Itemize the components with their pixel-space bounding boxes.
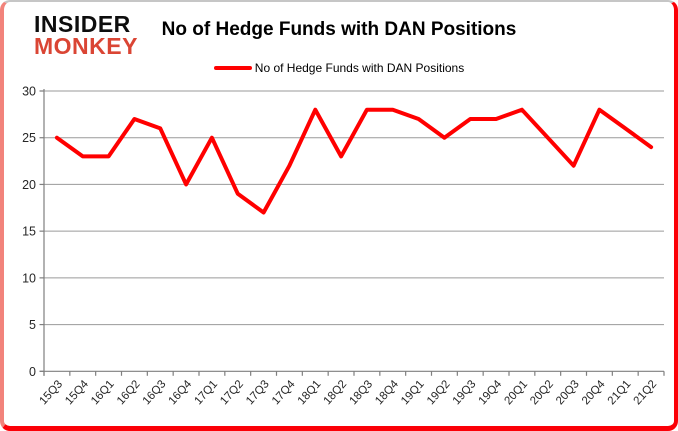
x-tick-label-15Q3: 15Q3	[37, 378, 65, 407]
chart-title: No of Hedge Funds with DAN Positions	[161, 19, 517, 40]
x-tick-label-17Q3: 17Q3	[244, 378, 272, 407]
y-tick-label-15: 15	[22, 225, 36, 239]
logo-text-insider: INSIDER	[34, 11, 131, 37]
x-tick-label-18Q1: 18Q1	[296, 378, 324, 407]
y-tick-label-25: 25	[22, 131, 36, 145]
line-chart-canvas: 0 5 10 15 20 25 30 15Q315Q416Q116Q216Q316Q417Q1…	[22, 85, 665, 407]
legend-line-swatch	[213, 66, 252, 70]
x-tick-label-17Q4: 17Q4	[270, 378, 298, 407]
x-tick-label-20Q4: 20Q4	[580, 378, 608, 407]
x-tick-label-19Q1: 19Q1	[399, 378, 427, 407]
x-tick-label-20Q3: 20Q3	[554, 378, 582, 407]
y-tick-label-20: 20	[22, 178, 36, 192]
x-tick-label-16Q2: 16Q2	[115, 378, 143, 407]
x-tick-label-19Q2: 19Q2	[425, 378, 453, 407]
x-tick-label-19Q3: 19Q3	[451, 378, 479, 407]
x-tick-label-17Q1: 17Q1	[192, 378, 220, 407]
x-tick-label-18Q4: 18Q4	[373, 378, 401, 407]
x-tick-label-15Q4: 15Q4	[63, 378, 91, 407]
series-line	[54, 107, 654, 215]
x-tick-label-18Q2: 18Q2	[322, 378, 350, 407]
x-tick-label-21Q1: 21Q1	[606, 378, 634, 407]
y-tick-label-5: 5	[29, 318, 36, 332]
x-tick-label-16Q1: 16Q1	[89, 378, 117, 407]
legend-label: No of Hedge Funds with DAN Positions	[254, 61, 465, 75]
x-tick-label-16Q3: 16Q3	[141, 378, 169, 407]
y-tick-label-10: 10	[22, 271, 36, 285]
logo-text-monkey: MONKEY	[34, 33, 138, 59]
x-tick-label-18Q3: 18Q3	[347, 378, 375, 407]
y-tick-label-0: 0	[29, 365, 36, 379]
x-tick-label-21Q2: 21Q2	[632, 378, 660, 407]
x-tick-label-19Q4: 19Q4	[477, 378, 505, 407]
x-tick-label-16Q4: 16Q4	[167, 378, 195, 407]
x-tick-label-17Q2: 17Q2	[218, 378, 246, 407]
chart-legend: No of Hedge Funds with DAN Positions	[4, 61, 674, 75]
x-tick-label-20Q1: 20Q1	[502, 378, 530, 407]
insider-monkey-logo: INSIDER MONKEY	[34, 13, 138, 58]
x-tick-label-20Q2: 20Q2	[528, 378, 556, 407]
y-tick-label-30: 30	[22, 85, 36, 99]
